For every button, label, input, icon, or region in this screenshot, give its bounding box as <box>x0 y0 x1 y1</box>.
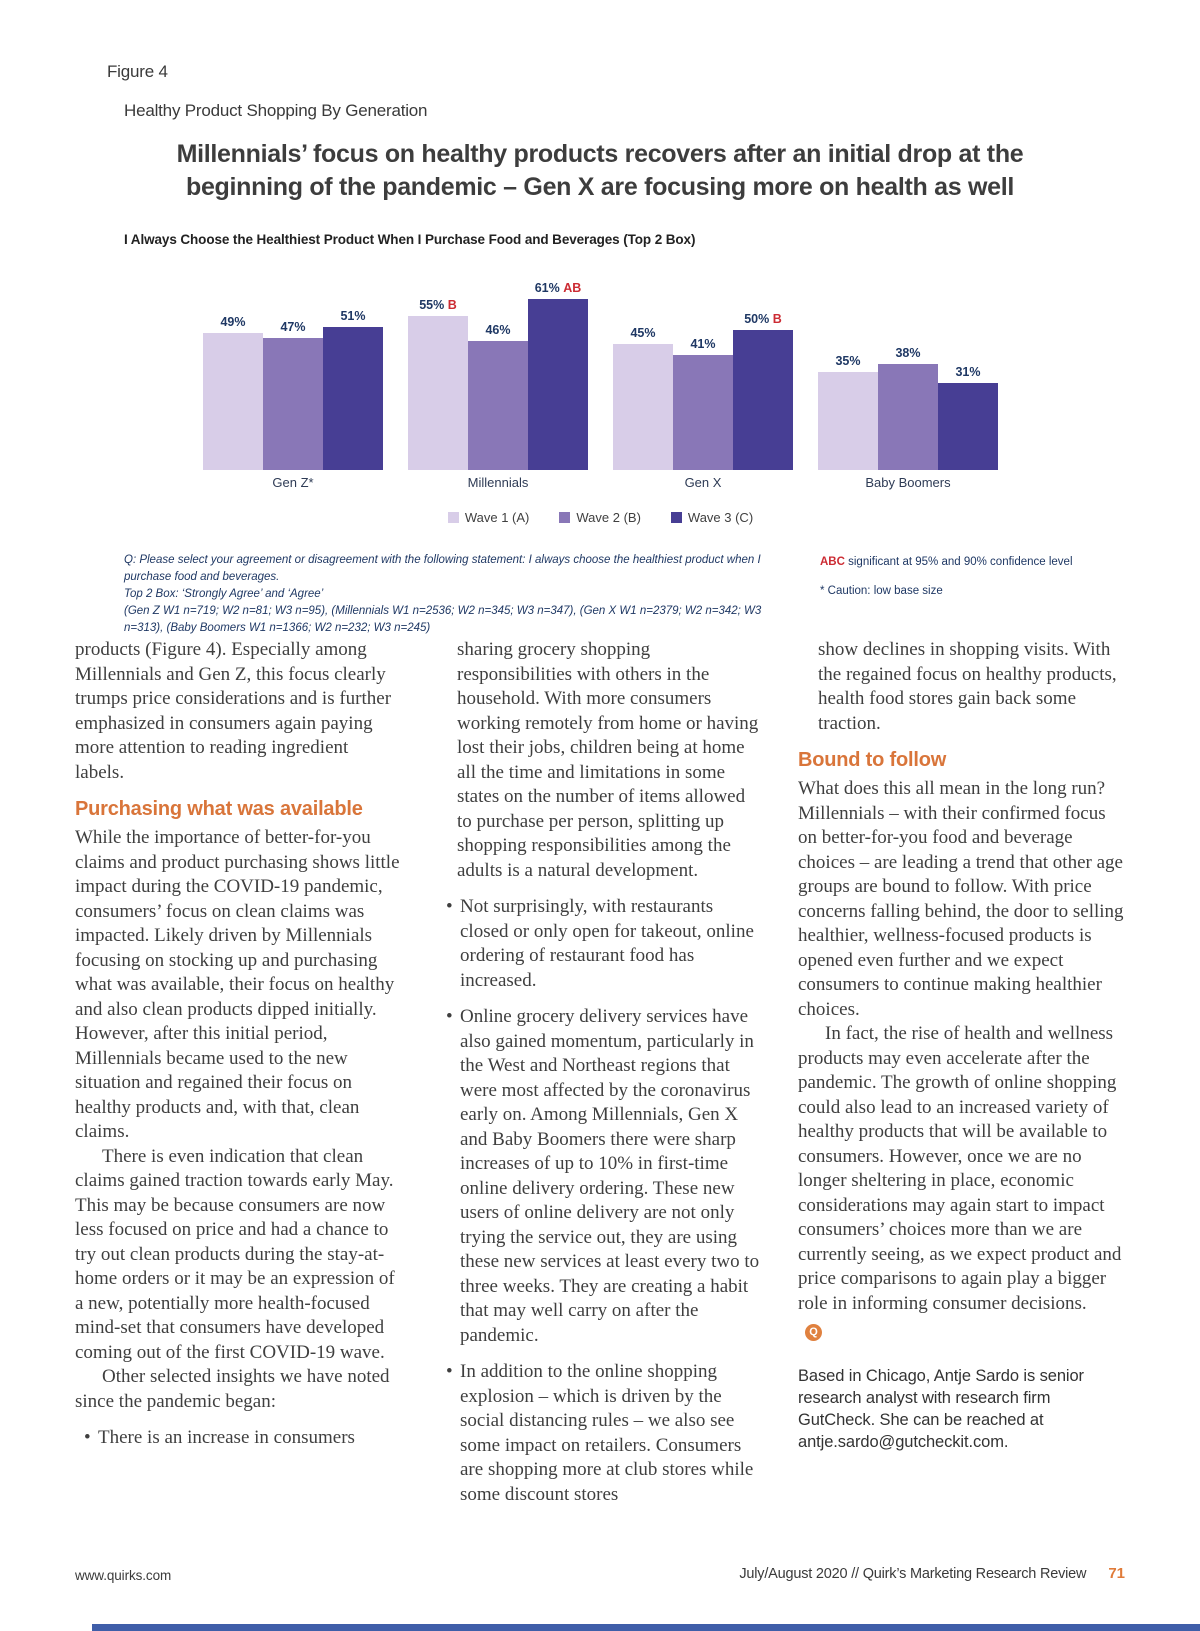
category-label: Gen Z* <box>272 475 314 490</box>
text-column: products (Figure 4). Especially among Mi… <box>75 638 402 1451</box>
bullet-item: • In addition to the online shopping expl… <box>446 1361 754 1505</box>
chart-legend: Wave 1 (A) Wave 2 (B) Wave 3 (C) <box>203 510 998 525</box>
significance-letter: AB <box>559 281 582 295</box>
bar-value-label: 31% <box>955 365 981 379</box>
section-heading: Purchasing what was available <box>75 798 363 820</box>
footer-page-number: 71 <box>1108 1565 1125 1582</box>
bar-value-label: 47% <box>280 320 306 334</box>
paragraph: While the importance of better-for-you c… <box>75 827 400 1142</box>
legend-swatch-icon <box>670 512 682 523</box>
chart-significance-note: ABC significant at 95% and 90% confidenc… <box>820 554 1130 599</box>
text-column: show declines in shopping visits. With t… <box>798 638 1125 1453</box>
paragraph-continuation: sharing grocery shopping responsibilitie… <box>457 639 759 881</box>
bar: 47% <box>263 320 323 470</box>
bar-value-label: 45% <box>630 326 656 340</box>
footer-site-url: www.quirks.com <box>75 1568 172 1583</box>
footnote-bases: (Gen Z W1 n=719; W2 n=81; W3 n=95), (Mil… <box>124 605 762 634</box>
legend-item: Wave 2 (B) <box>559 510 641 525</box>
bar: 38% <box>878 346 938 470</box>
bullet-icon: • <box>446 1006 453 1027</box>
bar-group: 45% 41% 50% B Gen X <box>613 272 793 496</box>
bar: 31% <box>938 365 998 470</box>
bar: 55% B <box>408 298 468 470</box>
bar: 35% <box>818 354 878 470</box>
legend-label: Wave 1 (A) <box>464 510 530 525</box>
legend-label: Wave 2 (B) <box>576 510 641 525</box>
chart-footnote: Q: Please select your agreement or disag… <box>124 552 792 637</box>
bar: 45% <box>613 326 673 470</box>
chart-question-title: I Always Choose the Healthiest Product W… <box>124 232 696 247</box>
quirks-end-marker-icon: Q <box>805 1324 822 1341</box>
bar: 49% <box>203 315 263 470</box>
significance-line: ABC significant at 95% and 90% confidenc… <box>820 554 1130 570</box>
paragraph: In fact, the rise of health and wellness… <box>798 1022 1125 1341</box>
figure-title: Millennials’ focus on healthy products r… <box>0 138 1200 204</box>
page-edge-strip <box>92 1624 1200 1631</box>
bar-chart: 49% 47% 51% Gen Z* 55% B 46% 61% AB Millennials… <box>203 272 998 496</box>
bullet-item: • Online grocery delivery services have a… <box>446 1006 760 1346</box>
author-bio: Based in Chicago, Antje Sardo is senior … <box>798 1367 1084 1451</box>
section-heading: Bound to follow <box>798 749 947 771</box>
legend-swatch-icon <box>559 512 571 523</box>
bar-group: 35% 38% 31% Baby Boomers <box>818 272 998 496</box>
bar-group: 55% B 46% 61% AB Millennials <box>408 272 588 496</box>
significance-text: significant at 95% and 90% confidence le… <box>844 556 1073 568</box>
figure-title-line2: beginning of the pandemic – Gen X are fo… <box>185 173 1015 201</box>
bullet-icon: • <box>446 1361 453 1382</box>
bar-value-label: 46% <box>485 323 511 337</box>
category-label: Gen X <box>684 475 722 490</box>
bullet-item: • There is an increase in consumers <box>75 1426 402 1451</box>
bar-value-label: 50% B <box>744 312 782 326</box>
bar: 51% <box>323 309 383 470</box>
legend-item: Wave 1 (A) <box>447 510 530 525</box>
significance-abc: ABC <box>820 556 845 568</box>
paragraph: Other selected insights we have noted si… <box>75 1366 390 1412</box>
bar-value-label: 35% <box>835 354 861 368</box>
bar: 46% <box>468 323 528 470</box>
bar-value-label: 38% <box>895 346 921 360</box>
caution-note: * Caution: low base size <box>820 585 943 597</box>
footnote-top2box: Top 2 Box: ‘Strongly Agree’ and ‘Agree’ <box>124 588 324 600</box>
footer-right: July/August 2020 // Quirk’s Marketing Re… <box>739 1565 1125 1582</box>
figure-label: Figure 4 <box>107 62 168 81</box>
category-label: Baby Boomers <box>865 475 951 490</box>
bar-value-label: 51% <box>340 309 366 323</box>
legend-swatch-icon <box>447 512 459 523</box>
bullet-item: • Not surprisingly, with restaurants clos… <box>446 896 754 991</box>
category-label: Millennials <box>467 475 529 490</box>
paragraph: products (Figure 4). Especially among Mi… <box>75 639 392 783</box>
bar: 41% <box>673 337 733 470</box>
bar-value-label: 49% <box>220 315 246 329</box>
paragraph-continuation: show declines in shopping visits. With t… <box>818 639 1117 734</box>
footer-issue-title: July/August 2020 // Quirk’s Marketing Re… <box>739 1566 1087 1582</box>
significance-letter: B <box>769 312 782 326</box>
significance-letter: B <box>444 298 457 312</box>
legend-label: Wave 3 (C) <box>687 510 754 525</box>
bar-value-label: 61% AB <box>534 281 582 295</box>
bullet-icon: • <box>446 896 453 917</box>
footnote-question: Q: Please select your agreement or disag… <box>124 554 761 583</box>
paragraph: What does this all mean in the long run?… <box>798 778 1124 1020</box>
figure-subtitle: Healthy Product Shopping By Generation <box>124 101 428 120</box>
paragraph: There is even indication that clean clai… <box>75 1145 395 1363</box>
legend-item: Wave 3 (C) <box>670 510 754 525</box>
bar: 50% B <box>733 312 793 470</box>
bar-value-label: 41% <box>690 337 716 351</box>
figure-title-line1: Millennials’ focus on healthy products r… <box>176 140 1024 168</box>
bullet-icon: • <box>84 1427 91 1448</box>
bar-group: 49% 47% 51% Gen Z* <box>203 272 383 496</box>
text-column: sharing grocery shopping responsibilitie… <box>437 638 764 1507</box>
bar: 61% AB <box>528 281 588 470</box>
bar-value-label: 55% B <box>419 298 457 312</box>
